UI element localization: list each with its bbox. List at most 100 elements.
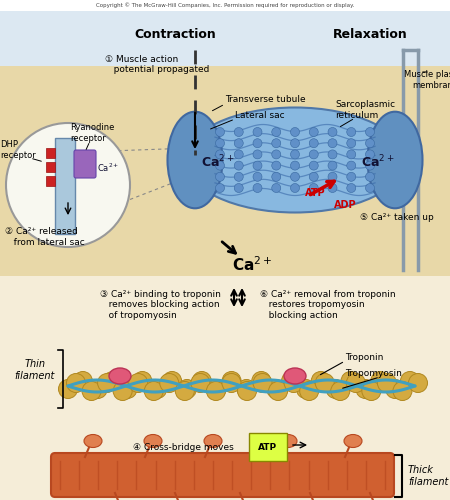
Text: Ryanodine
receptor: Ryanodine receptor <box>70 124 114 142</box>
Text: ② Ca²⁺ released
   from lateral sac: ② Ca²⁺ released from lateral sac <box>5 228 85 246</box>
Ellipse shape <box>284 368 306 384</box>
Circle shape <box>272 138 281 147</box>
Circle shape <box>234 128 243 136</box>
Ellipse shape <box>368 112 423 208</box>
Text: Relaxation: Relaxation <box>333 28 407 42</box>
Circle shape <box>300 382 319 400</box>
Ellipse shape <box>144 434 162 448</box>
Circle shape <box>253 161 262 170</box>
Circle shape <box>309 172 318 182</box>
Ellipse shape <box>109 368 131 384</box>
Circle shape <box>67 374 86 392</box>
Text: Ca$^{2+}$: Ca$^{2+}$ <box>97 162 119 174</box>
Circle shape <box>272 184 281 192</box>
Bar <box>0 11 450 66</box>
Circle shape <box>269 382 288 400</box>
Circle shape <box>309 184 318 192</box>
Bar <box>0 0 450 11</box>
Circle shape <box>331 382 350 400</box>
Circle shape <box>216 150 225 159</box>
Text: ⑥ Ca²⁺ removal from troponin
   restores tropomyosin
   blocking action: ⑥ Ca²⁺ removal from troponin restores tr… <box>260 290 396 320</box>
Circle shape <box>253 128 262 136</box>
Circle shape <box>272 172 281 182</box>
Ellipse shape <box>279 434 297 448</box>
Text: Copyright © The McGraw-Hill Companies, Inc. Permission required for reproduction: Copyright © The McGraw-Hill Companies, I… <box>96 2 354 8</box>
Circle shape <box>284 374 303 392</box>
Circle shape <box>291 172 300 182</box>
Circle shape <box>216 161 225 170</box>
Circle shape <box>58 380 77 398</box>
Circle shape <box>272 128 281 136</box>
Text: Sarcoplasmic
reticulum: Sarcoplasmic reticulum <box>335 100 395 119</box>
Circle shape <box>291 128 300 136</box>
Circle shape <box>216 138 225 147</box>
Text: ATP: ATP <box>258 442 278 452</box>
Circle shape <box>88 380 107 398</box>
Circle shape <box>160 374 179 392</box>
Circle shape <box>253 138 262 147</box>
Ellipse shape <box>84 434 102 448</box>
Circle shape <box>207 380 226 398</box>
Circle shape <box>113 382 132 400</box>
Circle shape <box>365 150 374 159</box>
Circle shape <box>176 382 194 400</box>
Text: ⑤ Ca²⁺ taken up: ⑤ Ca²⁺ taken up <box>360 214 434 222</box>
Bar <box>0 66 450 276</box>
Text: Ca$^{2+}$: Ca$^{2+}$ <box>232 256 272 274</box>
Text: DHP
receptor: DHP receptor <box>0 140 36 160</box>
Circle shape <box>103 372 122 390</box>
Circle shape <box>291 138 300 147</box>
Circle shape <box>234 150 243 159</box>
Text: ① Muscle action
   potential propagated: ① Muscle action potential propagated <box>105 55 209 74</box>
Circle shape <box>133 372 152 390</box>
Circle shape <box>222 372 241 390</box>
Circle shape <box>347 184 356 192</box>
Bar <box>0 341 450 441</box>
Circle shape <box>365 184 374 192</box>
FancyBboxPatch shape <box>74 150 96 178</box>
Circle shape <box>177 380 197 398</box>
Circle shape <box>252 372 271 390</box>
Bar <box>55 138 75 234</box>
Circle shape <box>341 372 360 390</box>
Bar <box>46 176 55 186</box>
Text: Thick
filament: Thick filament <box>408 465 448 487</box>
Circle shape <box>216 184 225 192</box>
Circle shape <box>346 374 365 392</box>
Circle shape <box>207 382 225 400</box>
Circle shape <box>291 161 300 170</box>
Circle shape <box>347 150 356 159</box>
Text: Thin
filament: Thin filament <box>15 359 55 381</box>
Circle shape <box>234 161 243 170</box>
Text: Ca$^{2+}$: Ca$^{2+}$ <box>361 154 395 170</box>
FancyBboxPatch shape <box>51 453 394 497</box>
Ellipse shape <box>344 434 362 448</box>
Circle shape <box>328 150 337 159</box>
Circle shape <box>237 380 256 398</box>
Circle shape <box>282 372 301 390</box>
Ellipse shape <box>167 112 222 208</box>
Circle shape <box>315 374 334 392</box>
Text: Transverse tubule: Transverse tubule <box>225 96 306 104</box>
Circle shape <box>216 128 225 136</box>
Circle shape <box>82 382 101 400</box>
Text: ATP: ATP <box>305 188 325 198</box>
Circle shape <box>347 172 356 182</box>
Circle shape <box>393 382 412 400</box>
Bar <box>46 162 55 172</box>
Circle shape <box>328 172 337 182</box>
Circle shape <box>365 138 374 147</box>
Circle shape <box>328 161 337 170</box>
Text: Ca$^{2+}$: Ca$^{2+}$ <box>201 154 235 170</box>
Circle shape <box>253 374 272 392</box>
Circle shape <box>409 374 428 392</box>
Bar <box>0 441 450 500</box>
Circle shape <box>311 372 330 390</box>
Text: Contraction: Contraction <box>134 28 216 42</box>
Circle shape <box>192 372 212 390</box>
Circle shape <box>378 374 396 392</box>
Circle shape <box>328 138 337 147</box>
Text: Muscle plasma
membrane: Muscle plasma membrane <box>404 70 450 90</box>
Circle shape <box>328 184 337 192</box>
Circle shape <box>309 138 318 147</box>
